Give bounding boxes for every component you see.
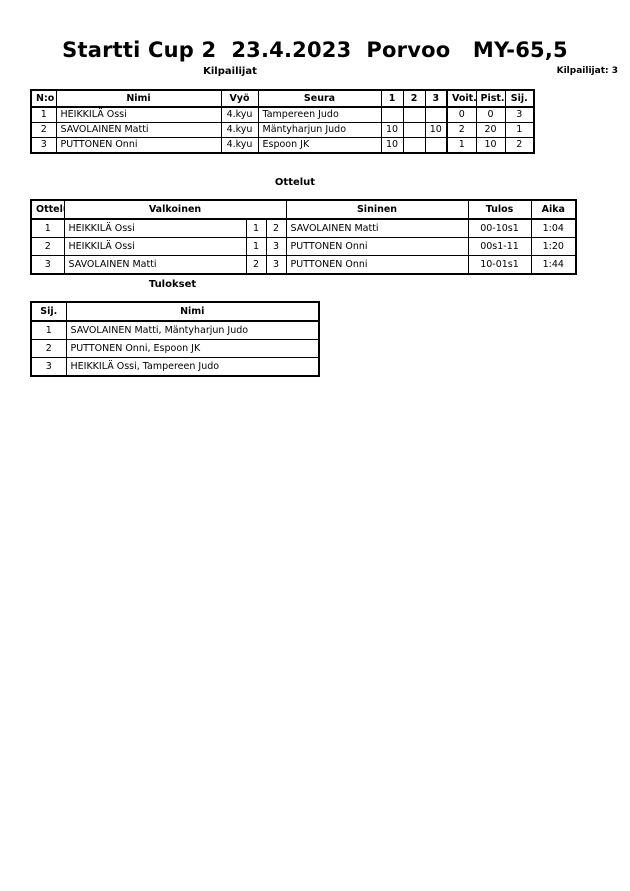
cell-rank: 3: [30, 357, 67, 377]
cell-result: 00s1-11: [467, 237, 532, 256]
table-row: 2 HEIKKILÄ Ossi 1 3 PUTTONEN Onni 00s1-1…: [30, 237, 577, 256]
column-header-name: Nimi: [55, 89, 222, 108]
cell-match-1: 10: [380, 122, 404, 138]
column-header-match-3: 3: [424, 89, 448, 108]
cell-blue-index: 2: [265, 218, 287, 238]
cell-time: 1:44: [530, 255, 577, 275]
column-header-rank: Sij.: [504, 89, 535, 108]
cell-club: Tampereen Judo: [257, 106, 382, 123]
cell-name: HEIKKILÄ Ossi: [55, 106, 222, 123]
results-table: Sij. Nimi 1 SAVOLAINEN Matti, Mäntyharju…: [30, 301, 320, 377]
column-header-club: Seura: [257, 89, 382, 108]
table-row: 1 SAVOLAINEN Matti, Mäntyharjun Judo: [30, 320, 320, 340]
table-row: 1 HEIKKILÄ Ossi 4.kyu Tampereen Judo 0 0…: [30, 106, 535, 123]
cell-match-no: 1: [30, 218, 65, 238]
table-header-row: Ottelu Valkoinen Sininen Tulos Aika: [30, 199, 577, 220]
column-header-match-no: Ottelu: [30, 199, 65, 220]
cell-blue-name: PUTTONEN Onni: [285, 255, 469, 275]
cell-result: 10-01s1: [467, 255, 532, 275]
competitor-count-label: Kilpailijat: 3: [556, 66, 618, 76]
column-header-result: Tulos: [467, 199, 532, 220]
column-header-points: Pist.: [475, 89, 506, 108]
cell-blue-index: 3: [265, 237, 287, 256]
table-row: 3 PUTTONEN Onni 4.kyu Espoon JK 10 1 10 …: [30, 137, 535, 154]
cell-rank: 1: [504, 122, 535, 138]
cell-result: 00-10s1: [467, 218, 532, 238]
cell-white-name: HEIKKILÄ Ossi: [63, 237, 247, 256]
cell-name: SAVOLAINEN Matti: [55, 122, 222, 138]
column-header-wins: Voit.: [446, 89, 477, 108]
cell-match-2: [402, 106, 426, 123]
page-title: Startti Cup 2 23.4.2023 Porvoo MY-65,5: [62, 38, 568, 62]
cell-white-index: 1: [245, 237, 267, 256]
cell-no: 3: [30, 137, 57, 154]
table-header-row: Sij. Nimi: [30, 301, 320, 322]
column-header-white: Valkoinen: [63, 199, 287, 220]
column-header-belt: Vyö: [220, 89, 259, 108]
competitors-section-caption: Kilpailijat: [203, 66, 257, 77]
table-header-row: N:o Nimi Vyö Seura 1 2 3 Voit. Pist. Sij…: [30, 89, 535, 108]
cell-points: 20: [475, 122, 506, 138]
cell-club: Espoon JK: [257, 137, 382, 154]
cell-club: Mäntyharjun Judo: [257, 122, 382, 138]
cell-belt: 4.kyu: [220, 106, 259, 123]
column-header-time: Aika: [530, 199, 577, 220]
cell-rank: 1: [30, 320, 67, 340]
cell-white-index: 1: [245, 218, 267, 238]
cell-match-1: [380, 106, 404, 123]
cell-match-no: 3: [30, 255, 65, 275]
cell-match-3: 10: [424, 122, 448, 138]
cell-no: 1: [30, 106, 57, 123]
cell-points: 10: [475, 137, 506, 154]
column-header-match-2: 2: [402, 89, 426, 108]
cell-white-name: HEIKKILÄ Ossi: [63, 218, 247, 238]
table-row: 1 HEIKKILÄ Ossi 1 2 SAVOLAINEN Matti 00-…: [30, 218, 577, 238]
column-header-rank: Sij.: [30, 301, 67, 322]
column-header-no: N:o: [30, 89, 57, 108]
cell-blue-name: PUTTONEN Onni: [285, 237, 469, 256]
cell-points: 0: [475, 106, 506, 123]
cell-wins: 0: [446, 106, 477, 123]
cell-name: SAVOLAINEN Matti, Mäntyharjun Judo: [65, 320, 320, 340]
results-section-caption: Tulokset: [148, 279, 197, 290]
cell-match-3: [424, 137, 448, 154]
cell-blue-name: SAVOLAINEN Matti: [285, 218, 469, 238]
cell-belt: 4.kyu: [220, 122, 259, 138]
table-row: 3 HEIKKILÄ Ossi, Tampereen Judo: [30, 357, 320, 377]
cell-white-index: 2: [245, 255, 267, 275]
cell-belt: 4.kyu: [220, 137, 259, 154]
cell-blue-index: 3: [265, 255, 287, 275]
table-row: 2 SAVOLAINEN Matti 4.kyu Mäntyharjun Jud…: [30, 122, 535, 138]
matches-table: Ottelu Valkoinen Sininen Tulos Aika 1 HE…: [30, 199, 578, 275]
cell-time: 1:04: [530, 218, 577, 238]
cell-time: 1:20: [530, 237, 577, 256]
cell-match-no: 2: [30, 237, 65, 256]
cell-name: PUTTONEN Onni, Espoon JK: [65, 339, 320, 358]
cell-match-3: [424, 106, 448, 123]
column-header-name: Nimi: [65, 301, 320, 322]
column-header-match-1: 1: [380, 89, 404, 108]
cell-no: 2: [30, 122, 57, 138]
cell-rank: 2: [30, 339, 67, 358]
cell-wins: 2: [446, 122, 477, 138]
table-row: 2 PUTTONEN Onni, Espoon JK: [30, 339, 320, 358]
cell-match-1: 10: [380, 137, 404, 154]
matches-section-caption: Ottelut: [274, 177, 316, 188]
competitors-table: N:o Nimi Vyö Seura 1 2 3 Voit. Pist. Sij…: [30, 89, 535, 154]
table-row: 3 SAVOLAINEN Matti 2 3 PUTTONEN Onni 10-…: [30, 255, 577, 275]
cell-wins: 1: [446, 137, 477, 154]
cell-match-2: [402, 122, 426, 138]
cell-name: PUTTONEN Onni: [55, 137, 222, 154]
cell-white-name: SAVOLAINEN Matti: [63, 255, 247, 275]
cell-name: HEIKKILÄ Ossi, Tampereen Judo: [65, 357, 320, 377]
cell-rank: 2: [504, 137, 535, 154]
cell-match-2: [402, 137, 426, 154]
cell-rank: 3: [504, 106, 535, 123]
column-header-blue: Sininen: [285, 199, 469, 220]
